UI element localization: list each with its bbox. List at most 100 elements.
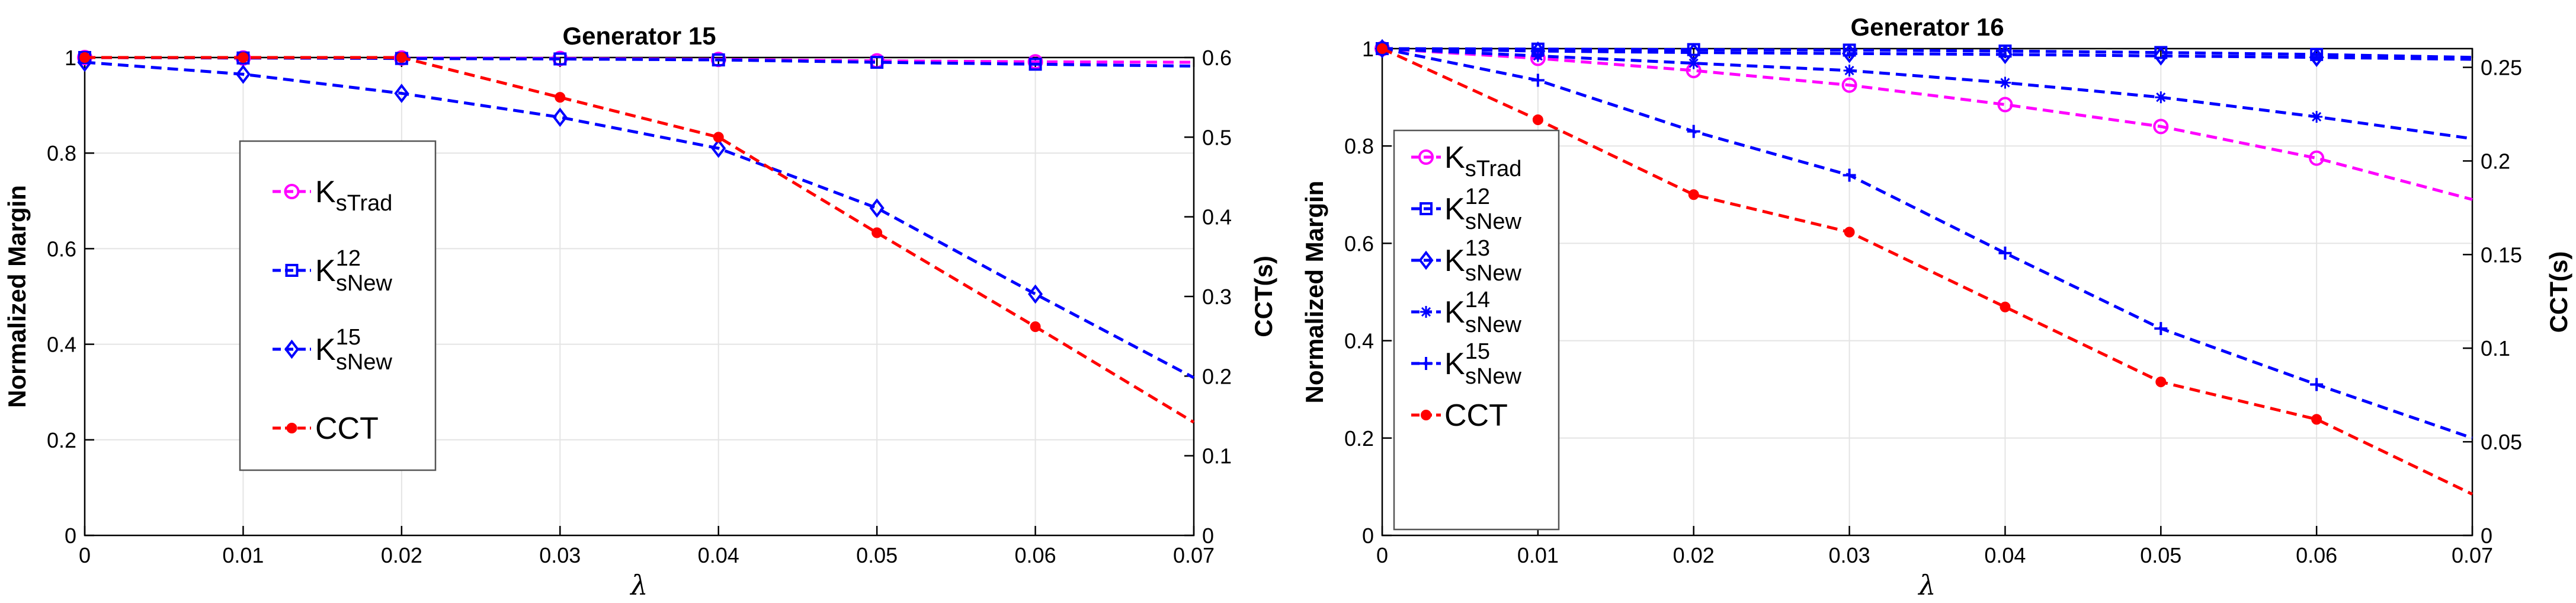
data-point-cct bbox=[555, 92, 566, 103]
y2-tick-label: 0.4 bbox=[1202, 205, 1232, 229]
legend-label-subscript: sNew bbox=[1465, 209, 1522, 234]
legend-swatch-marker bbox=[1420, 357, 1433, 370]
chart-title: Generator 16 bbox=[1850, 13, 2004, 41]
data-point-ksnew14 bbox=[1843, 64, 1856, 76]
x-tick-label: 0.05 bbox=[856, 543, 898, 567]
series-line-cct bbox=[1381, 47, 2474, 496]
data-point-ksnew12 bbox=[1029, 58, 1042, 71]
legend-label-subscript: sNew bbox=[1465, 312, 1522, 337]
legend-item-kstrad: KsTrad bbox=[273, 175, 392, 216]
data-point-cct bbox=[2155, 377, 2167, 388]
y2-tick-label: 0.2 bbox=[2481, 149, 2510, 173]
legend-label-base: K bbox=[1444, 244, 1465, 278]
x-tick-label: 0.03 bbox=[1829, 543, 1870, 567]
y2-tick-label: 0 bbox=[2481, 524, 2492, 548]
legend-label-base: K bbox=[1444, 295, 1465, 330]
series-cct bbox=[79, 52, 1195, 424]
y2-tick-label: 0.1 bbox=[2481, 336, 2510, 360]
y2-tick-label: 0.05 bbox=[2481, 430, 2522, 454]
y-tick-label: 0.8 bbox=[47, 141, 76, 165]
legend-label-subscript: sNew bbox=[336, 271, 393, 296]
y-tick-label: 0 bbox=[1362, 524, 1374, 548]
x-tick-label: 0.05 bbox=[2140, 543, 2181, 567]
y2-tick-label: 0.5 bbox=[1202, 125, 1232, 149]
legend-label-base: K bbox=[315, 254, 336, 288]
y2-tick-label: 0.3 bbox=[1202, 285, 1232, 309]
legend-label-base: K bbox=[1444, 141, 1465, 175]
x-tick-label: 0.02 bbox=[381, 543, 422, 567]
data-point-ksnew14 bbox=[1999, 76, 2011, 89]
x-tick-label: 0 bbox=[79, 543, 91, 567]
data-point-cct bbox=[2311, 414, 2322, 425]
y-tick-label: 0.4 bbox=[47, 333, 76, 357]
y2-tick-label: 0.2 bbox=[1202, 364, 1232, 388]
chart-generator-15: 0 0.01 0.02 0.03 0.04 0.05 0.06 0.0700.20.40.60… bbox=[3, 22, 1277, 601]
x-tick-label: 0.06 bbox=[2296, 543, 2337, 567]
y-tick-label: 1 bbox=[1362, 37, 1374, 61]
data-point-ksnew15 bbox=[1028, 284, 1043, 304]
y2-tick-label: 0.25 bbox=[2481, 56, 2522, 80]
legend-label: CCT bbox=[1444, 398, 1508, 433]
legend-label-subscript: sNew bbox=[336, 350, 393, 375]
data-point-cct bbox=[713, 132, 724, 143]
x-tick-label: 0.04 bbox=[1984, 543, 2026, 567]
legend-label-base: K bbox=[315, 333, 336, 367]
data-point-cct bbox=[1030, 321, 1041, 333]
legend-label: CCT bbox=[315, 411, 379, 446]
y-tick-label: 0.2 bbox=[1344, 426, 1374, 451]
legend-label-superscript: 12 bbox=[1465, 184, 1490, 209]
data-point-ksnew12 bbox=[553, 52, 567, 66]
series-line-kstrad bbox=[1382, 47, 2473, 201]
legend-label: K13 sNew bbox=[1444, 236, 1522, 286]
x-tick-label: 0 bbox=[1376, 543, 1388, 567]
data-point-cct bbox=[1532, 114, 1543, 125]
legend-swatch-marker bbox=[284, 184, 300, 199]
data-point-cct bbox=[2000, 301, 2011, 312]
data-point-ksnew15 bbox=[552, 107, 568, 127]
y-tick-label: 0.8 bbox=[1344, 134, 1374, 158]
data-point-cct bbox=[79, 52, 90, 63]
x-axis-label: λ bbox=[629, 569, 648, 601]
y-tick-label: 0.6 bbox=[47, 237, 76, 261]
legend-swatch-marker bbox=[1418, 149, 1434, 165]
series-line-ksnew15 bbox=[1382, 47, 2473, 440]
plot-area-frame bbox=[1381, 47, 2474, 537]
x-tick-label: 0.01 bbox=[222, 543, 264, 567]
legend-item-kstrad: KsTrad bbox=[1411, 141, 1521, 181]
data-point-kstrad bbox=[2309, 150, 2325, 166]
data-point-ksnew13 bbox=[1842, 43, 1857, 63]
y-tick-label: 1 bbox=[65, 46, 76, 70]
legend-label-base: CCT bbox=[1444, 398, 1508, 433]
data-point-cct bbox=[1377, 43, 1388, 54]
series-ksnew15 bbox=[77, 52, 1195, 379]
legend-label-base: K bbox=[1444, 347, 1465, 381]
data-point-cct bbox=[396, 52, 407, 63]
chart-generator-16: 0 0.01 0.02 0.03 0.04 0.05 0.06 0.0700.20.40.60… bbox=[1300, 13, 2572, 601]
y2-axis-label: CCT(s) bbox=[2545, 251, 2572, 333]
series-line-ksnew15 bbox=[84, 60, 1195, 379]
legend-label-superscript: 14 bbox=[1465, 288, 1490, 312]
legend-label-subscript: sNew bbox=[1465, 364, 1522, 389]
legend-item-ksnew15: K15 sNew bbox=[273, 325, 393, 375]
legend-item-ksnew13: K13 sNew bbox=[1411, 236, 1522, 286]
data-point-ksnew14 bbox=[1687, 57, 1700, 69]
data-point-cct bbox=[238, 52, 249, 63]
series-cct bbox=[1377, 43, 2474, 496]
legend-item-ksnew12: K12 sNew bbox=[1411, 184, 1522, 234]
data-point-ksnew13 bbox=[2309, 47, 2324, 68]
y2-tick-label: 0.15 bbox=[2481, 243, 2522, 267]
legend-item-cct: CCT bbox=[273, 411, 379, 446]
legend-swatch-marker bbox=[286, 423, 297, 433]
legend-label-superscript: 13 bbox=[1465, 236, 1490, 261]
data-point-ksnew15 bbox=[1531, 74, 1545, 87]
legend-label: K14 sNew bbox=[1444, 288, 1522, 337]
legend-label: K12 sNew bbox=[315, 246, 393, 296]
y-tick-label: 0.6 bbox=[1344, 231, 1374, 256]
data-point-ksnew14 bbox=[2155, 91, 2167, 104]
data-point-kstrad bbox=[1997, 97, 2013, 113]
legend-label: K12 sNew bbox=[1444, 184, 1522, 234]
data-point-ksnew15 bbox=[394, 84, 409, 103]
legend-label: KsTrad bbox=[315, 175, 392, 216]
